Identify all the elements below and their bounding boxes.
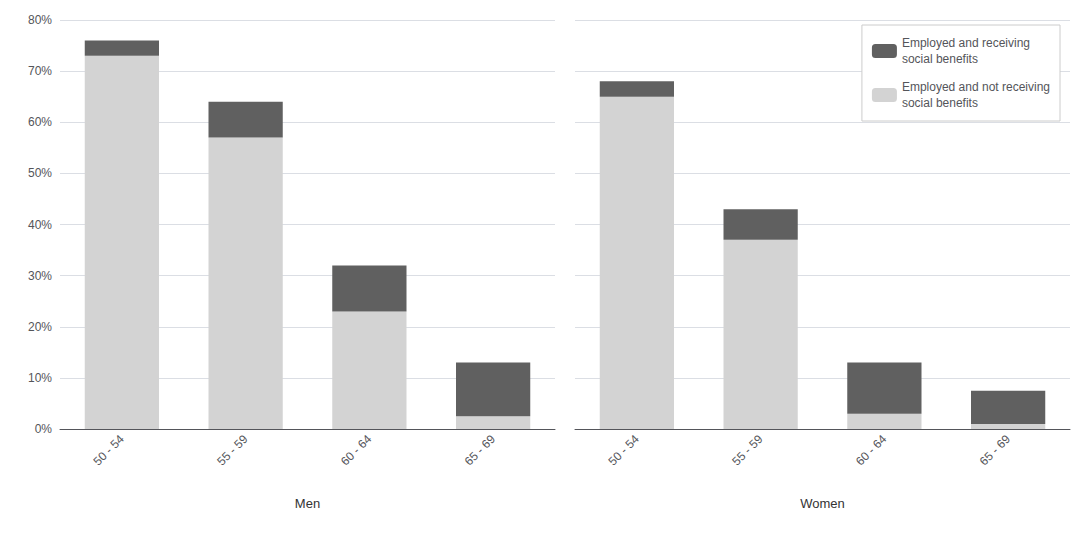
svg-text:80%: 80%: [28, 13, 52, 27]
svg-text:0%: 0%: [35, 422, 53, 436]
svg-text:Employed and receiving: Employed and receiving: [902, 36, 1030, 50]
svg-text:Women: Women: [800, 496, 845, 511]
svg-text:20%: 20%: [28, 320, 52, 334]
svg-text:social benefits: social benefits: [902, 52, 978, 66]
svg-text:60 - 64: 60 - 64: [338, 432, 375, 469]
svg-text:Employed and not receiving: Employed and not receiving: [902, 80, 1050, 94]
svg-text:55 - 59: 55 - 59: [214, 432, 251, 469]
svg-text:50 - 54: 50 - 54: [606, 432, 643, 469]
svg-text:60 - 64: 60 - 64: [853, 432, 890, 469]
svg-text:65 - 69: 65 - 69: [462, 432, 499, 469]
svg-text:65 - 69: 65 - 69: [977, 432, 1014, 469]
svg-text:Men: Men: [295, 496, 320, 511]
svg-text:10%: 10%: [28, 371, 52, 385]
svg-text:40%: 40%: [28, 218, 52, 232]
svg-text:60%: 60%: [28, 115, 52, 129]
svg-text:55 - 59: 55 - 59: [729, 432, 766, 469]
svg-text:50 - 54: 50 - 54: [91, 432, 128, 469]
svg-text:30%: 30%: [28, 269, 52, 283]
svg-text:50%: 50%: [28, 166, 52, 180]
svg-text:social benefits: social benefits: [902, 96, 978, 110]
svg-text:70%: 70%: [28, 64, 52, 78]
